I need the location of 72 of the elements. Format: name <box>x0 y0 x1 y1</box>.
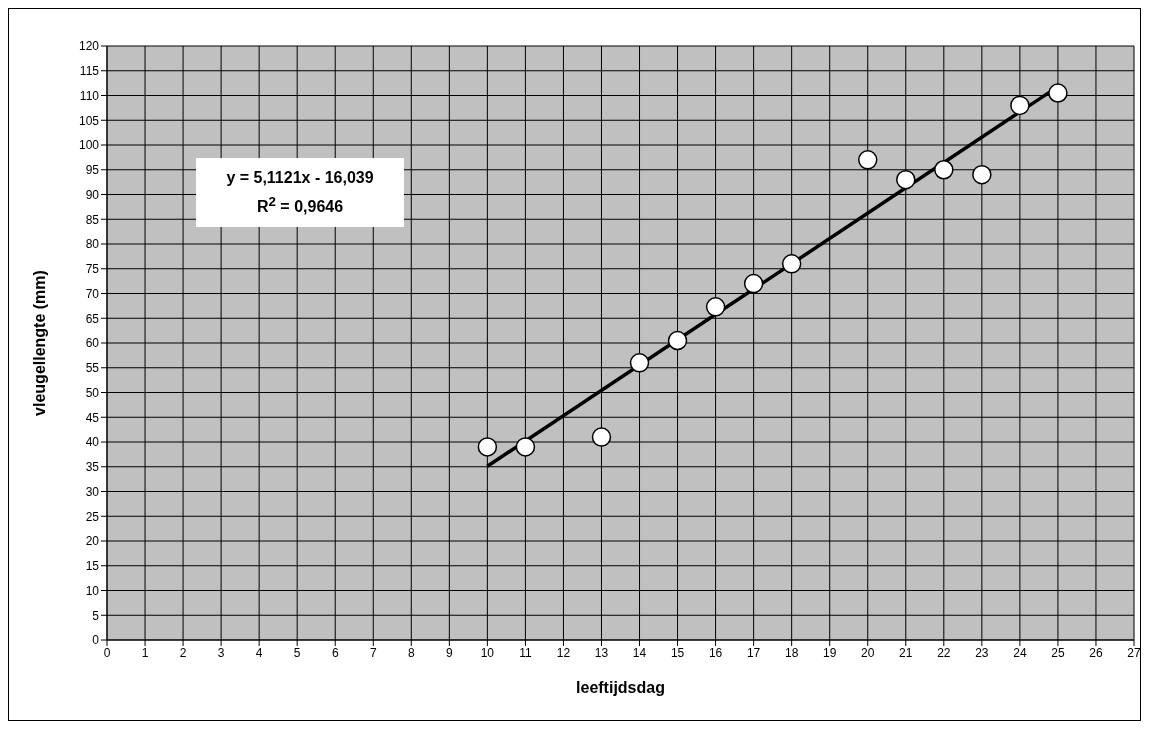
x-tick-label: 23 <box>975 645 989 660</box>
y-tick-label: 75 <box>85 262 100 277</box>
x-tick-label: 7 <box>369 645 377 660</box>
x-tick-label: 15 <box>670 645 685 660</box>
y-tick-label: 5 <box>92 608 100 623</box>
point <box>781 254 802 274</box>
y-tick-label: 40 <box>85 435 100 450</box>
x-tick-label: 1 <box>141 645 149 660</box>
annotation: y = 5,1121x - 16,039 <box>225 168 375 188</box>
x-tick-label: 27 <box>1127 645 1141 660</box>
x-tick-label: 26 <box>1089 645 1103 660</box>
y-tick-label: 95 <box>85 163 100 178</box>
y-axis-title: vleugellengte (mm) <box>30 270 48 416</box>
x-tick-label: 22 <box>937 645 951 660</box>
y-tick-label: 85 <box>85 212 100 227</box>
y-tick-label: 115 <box>79 64 100 79</box>
y-tick-label: 55 <box>85 361 100 376</box>
y-tick-label: 0 <box>92 633 100 648</box>
x-tick-label: 20 <box>861 645 875 660</box>
equation-box: y = 5,1121x - 16,039 R$^{2}$ = 0,9646 <box>196 158 404 228</box>
x-tick-label: 16 <box>708 645 723 660</box>
point <box>857 150 878 170</box>
x-tick-label: 18 <box>784 645 799 660</box>
x-tick-label: 6 <box>331 645 339 660</box>
y-tick-label: 100 <box>78 138 100 153</box>
y-tick-label: 105 <box>78 113 100 128</box>
x-tick-label: 0 <box>103 645 111 660</box>
point <box>743 273 764 294</box>
y-tick-label: 45 <box>85 410 100 425</box>
y-tick-label: 30 <box>85 484 100 499</box>
x-tick-label: 8 <box>407 645 415 660</box>
annotation: R$^{2}$ = 0,9646 <box>255 193 345 218</box>
point <box>934 160 954 180</box>
x-tick-label: 11 <box>519 645 532 660</box>
y-tick-label: 25 <box>85 509 100 524</box>
x-axis-title: leeftijdsdag <box>576 679 665 697</box>
y-tick-label: 65 <box>85 311 100 326</box>
y-tick-label: 110 <box>79 88 100 103</box>
x-tick-label: 9 <box>445 645 453 660</box>
x-tick-label: 2 <box>179 645 187 660</box>
x-tick-label: 14 <box>632 645 647 660</box>
point <box>896 169 916 190</box>
y-tick-label: 50 <box>85 385 100 400</box>
x-tick-label: 17 <box>746 645 761 660</box>
x-tick-label: 21 <box>899 645 913 660</box>
y-tick-label: 80 <box>85 237 100 252</box>
x-tick-label: 13 <box>594 645 609 660</box>
point <box>705 297 726 317</box>
x-tick-label: 3 <box>217 645 225 660</box>
point <box>1048 83 1068 103</box>
y-tick-label: 15 <box>85 559 100 574</box>
y-tick-label: 90 <box>85 187 100 202</box>
y-tick-label: 20 <box>85 534 100 549</box>
x-tick-label: 12 <box>556 645 571 660</box>
y-tick-label: 70 <box>85 286 100 301</box>
point <box>972 164 992 185</box>
point <box>515 437 536 457</box>
x-tick-label: 25 <box>1051 645 1065 660</box>
y-tick-label: 120 <box>78 39 100 54</box>
y-tick-label: 35 <box>85 460 100 475</box>
y-tick-label: 60 <box>85 336 100 351</box>
point <box>1010 95 1030 116</box>
x-tick-label: 24 <box>1013 645 1027 660</box>
x-tick-label: 19 <box>823 645 837 660</box>
point <box>629 353 650 373</box>
x-tick-label: 4 <box>255 645 263 660</box>
x-tick-label: 10 <box>480 645 495 660</box>
point <box>477 437 498 457</box>
point <box>591 427 612 447</box>
y-tick-label: 10 <box>85 583 100 598</box>
x-tick-label: 5 <box>293 645 301 660</box>
point <box>667 330 688 351</box>
